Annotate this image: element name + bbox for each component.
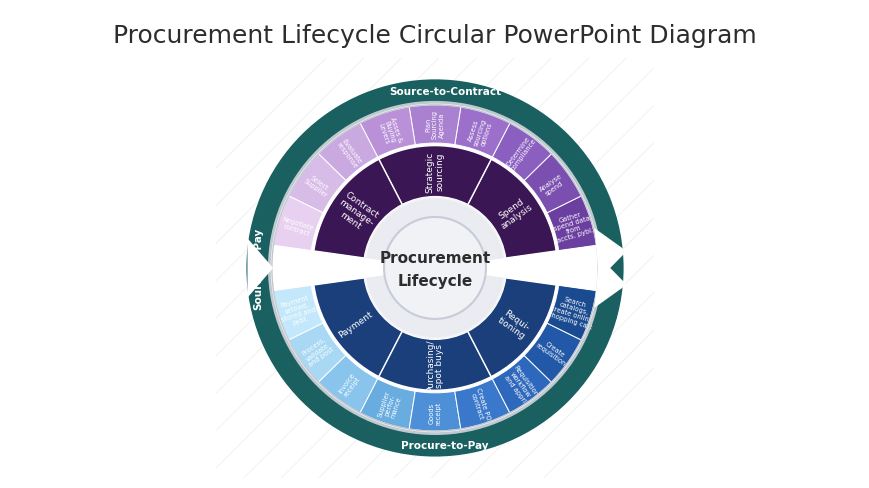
Wedge shape — [408, 105, 461, 145]
Wedge shape — [492, 356, 551, 413]
Text: Goods
receipt: Goods receipt — [428, 401, 441, 424]
Text: Source-to-Pay: Source-to-Pay — [253, 227, 262, 309]
Text: Contract
manage-
ment: Contract manage- ment — [331, 189, 380, 236]
Text: Analyse
spend: Analyse spend — [538, 173, 566, 198]
Wedge shape — [273, 197, 322, 251]
Wedge shape — [378, 146, 491, 205]
Text: Payment: Payment — [337, 309, 375, 339]
Text: Requi-
tioning: Requi- tioning — [495, 307, 532, 341]
Text: Create PO/
contract: Create PO/ contract — [468, 386, 491, 424]
Circle shape — [366, 200, 503, 337]
Text: Gather
spend data
from
accts. pybl.: Gather spend data from accts. pybl. — [550, 208, 594, 244]
Text: Lifecycle: Lifecycle — [397, 274, 472, 288]
Wedge shape — [318, 356, 377, 413]
Text: Requisition
workflow
and apprl: Requisition workflow and apprl — [501, 364, 539, 405]
Text: Purchasing/
spot buys: Purchasing/ spot buys — [425, 339, 444, 391]
Wedge shape — [492, 124, 551, 181]
Wedge shape — [309, 251, 434, 286]
Wedge shape — [454, 379, 509, 429]
Circle shape — [368, 201, 501, 336]
Polygon shape — [594, 257, 626, 308]
Text: Assess
sourcing
options: Assess sourcing options — [466, 116, 493, 148]
Text: Invoice
receipt: Invoice receipt — [337, 371, 362, 397]
Wedge shape — [314, 160, 401, 259]
Text: Supplier
perfor-
mance: Supplier perfor- mance — [376, 389, 403, 421]
Wedge shape — [273, 286, 322, 340]
Text: Determine
compliance: Determine compliance — [503, 134, 536, 172]
Wedge shape — [318, 124, 377, 181]
Text: Negotiate
contract: Negotiate contract — [280, 215, 315, 237]
Wedge shape — [468, 278, 555, 377]
Wedge shape — [523, 324, 580, 383]
Wedge shape — [408, 391, 461, 431]
Circle shape — [270, 104, 599, 432]
Text: Payment
settled,
stored and
pybl.: Payment settled, stored and pybl. — [276, 293, 318, 328]
Wedge shape — [523, 154, 580, 213]
Text: Create
requisition: Create requisition — [534, 336, 570, 367]
Wedge shape — [454, 108, 509, 158]
Text: Procure-to-Pay: Procure-to-Pay — [401, 440, 488, 450]
Wedge shape — [269, 245, 434, 291]
Wedge shape — [547, 286, 596, 340]
Text: Evaluate
response: Evaluate response — [335, 137, 363, 169]
Wedge shape — [434, 245, 600, 291]
Wedge shape — [314, 278, 401, 377]
Text: Select
Supplier: Select Supplier — [302, 172, 332, 198]
Circle shape — [364, 198, 505, 339]
Circle shape — [366, 200, 503, 337]
Wedge shape — [547, 197, 596, 251]
Text: Asses &
Buying
Levers: Asses & Buying Levers — [376, 117, 402, 147]
Wedge shape — [289, 154, 346, 213]
Polygon shape — [594, 229, 626, 280]
Circle shape — [363, 197, 506, 340]
Circle shape — [365, 199, 504, 338]
Text: Plan
Sourcing
Agenda: Plan Sourcing Agenda — [425, 110, 444, 139]
Wedge shape — [468, 160, 555, 259]
Polygon shape — [247, 239, 273, 298]
Wedge shape — [434, 251, 560, 286]
Text: Search
catalogs,
create online
shopping cart: Search catalogs, create online shopping … — [547, 292, 598, 329]
Wedge shape — [289, 324, 346, 383]
Circle shape — [368, 202, 501, 335]
Wedge shape — [246, 80, 623, 457]
Wedge shape — [360, 108, 415, 158]
Text: Procurement Lifecycle Circular PowerPoint Diagram: Procurement Lifecycle Circular PowerPoin… — [113, 24, 756, 48]
Text: Strategic
sourcing: Strategic sourcing — [425, 151, 444, 192]
Wedge shape — [378, 332, 491, 390]
Text: Process,
validate
and post: Process, validate and post — [300, 335, 335, 367]
Text: Procurement: Procurement — [379, 251, 490, 265]
Wedge shape — [360, 379, 415, 429]
Text: Source-to-Contract: Source-to-Contract — [388, 87, 501, 97]
Text: Spend
analysis: Spend analysis — [493, 194, 534, 231]
Circle shape — [383, 218, 486, 319]
